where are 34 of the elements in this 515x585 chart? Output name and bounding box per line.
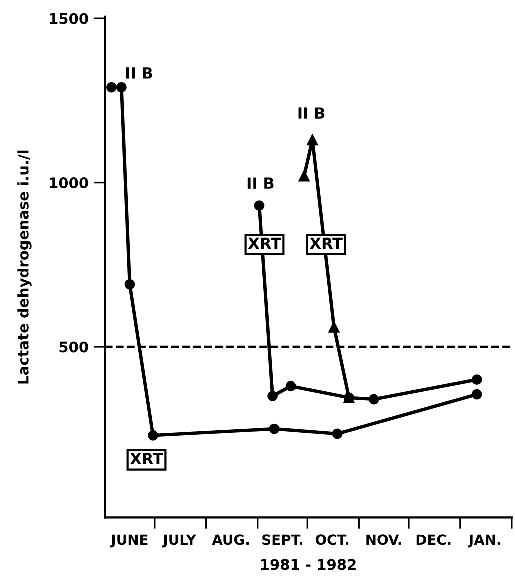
point [268,391,278,402]
point [148,430,158,441]
point [124,279,136,290]
point [116,82,127,93]
point [328,322,340,333]
x-tick-label: JAN. [468,534,500,548]
y-axis-title: Lactate dehydrogenase i.u./l [18,150,32,384]
x-tick-label: AUG. [212,534,249,546]
x-tick-label: JUNE [110,534,148,548]
y-tick-label: 1000 [50,178,88,189]
x-tick-label: OCT. [316,534,348,546]
x-tick-label: SEPT. [262,534,302,546]
point [286,381,296,392]
point [368,394,380,405]
point [254,200,265,211]
point [269,424,280,434]
point [307,134,318,146]
y-tick-label: 1500 [50,13,88,24]
x-tick-label: JULY [162,534,197,548]
y-tick-label: 500 [60,342,88,353]
annotation: II B [298,108,325,119]
point [472,374,482,386]
point [298,170,310,182]
point [106,82,117,93]
x-tick-label: DEC. [416,534,451,546]
point [472,389,482,400]
x-axis-title: 1981 - 1982 [261,559,356,570]
annotation: XRT [130,453,164,464]
annotation: II B [126,68,152,79]
x-tick-label: NOV. [366,534,402,546]
annotation: XRT [248,238,282,250]
annotation: XRT [310,238,343,250]
point [332,428,343,440]
annotation: II B [248,178,274,189]
